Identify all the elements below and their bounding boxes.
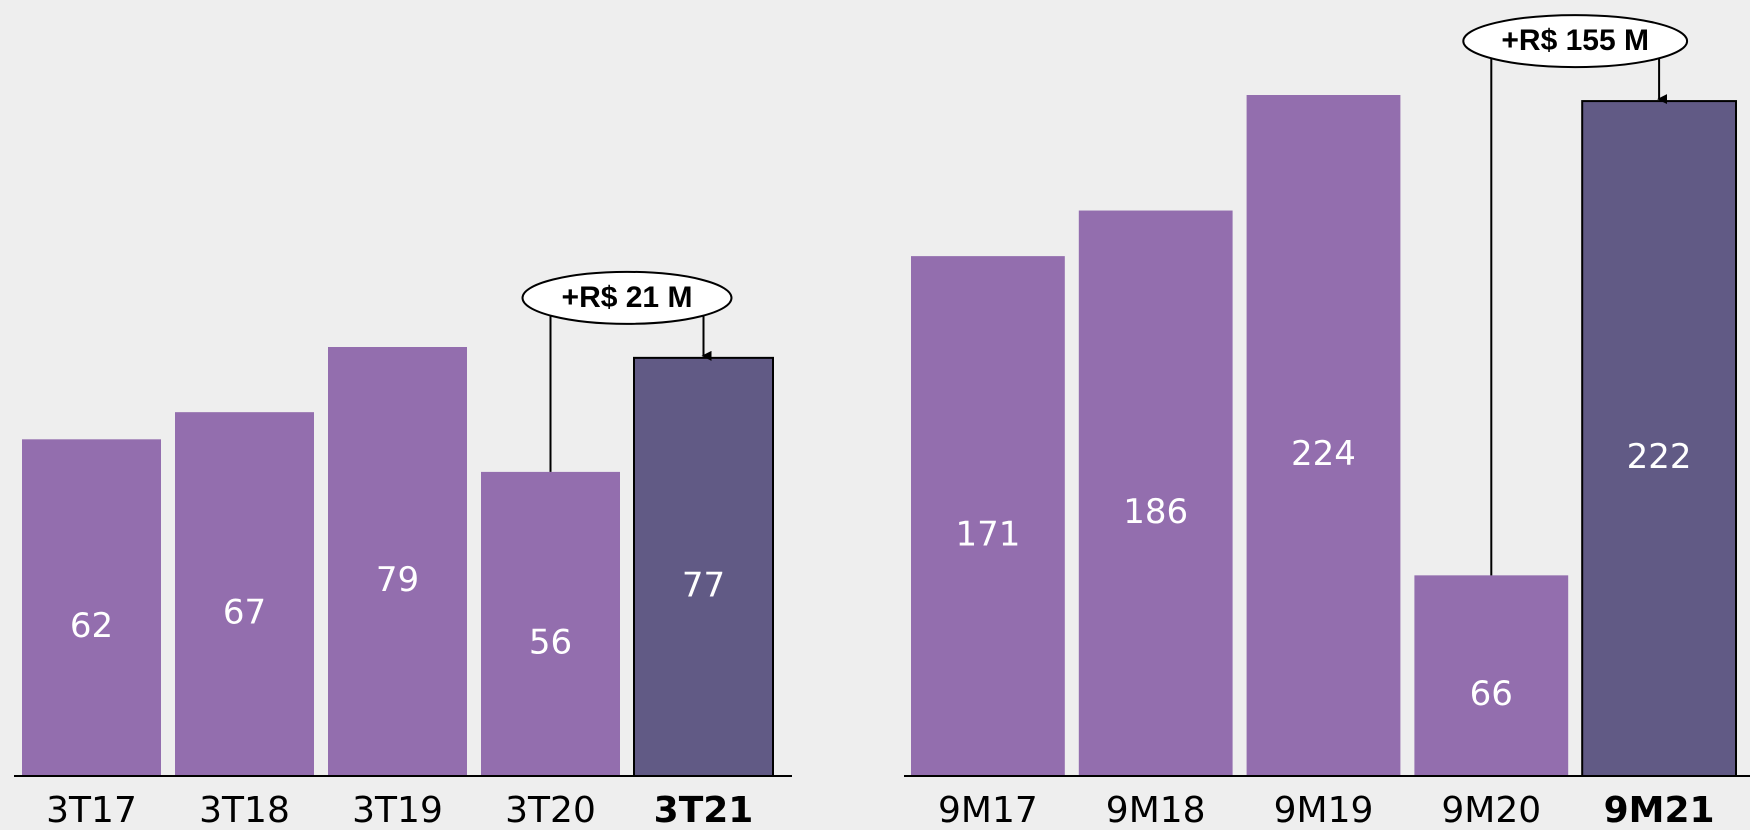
value-label: 171 — [955, 515, 1020, 555]
annotation-bubble — [521, 270, 733, 325]
x-tick-label: 3T19 — [352, 790, 443, 830]
value-label: 222 — [1627, 437, 1692, 477]
x-tick-label: 9M21 — [1604, 790, 1715, 830]
x-tick-label: 3T18 — [199, 790, 290, 830]
bar — [633, 356, 774, 777]
annotation-bubble — [1462, 14, 1689, 69]
annotation: +R$ 21 M — [562, 281, 693, 314]
value-label: 62 — [70, 606, 113, 646]
value-label: 224 — [1291, 434, 1356, 474]
bar — [911, 256, 1065, 776]
annotation: +R$ 155 M — [1501, 24, 1649, 57]
bar — [481, 471, 620, 776]
bar — [1246, 95, 1401, 776]
bar — [175, 412, 314, 776]
x-tick-label: 3T20 — [505, 790, 596, 830]
bar — [1078, 210, 1233, 776]
x-tick-label: 9M20 — [1441, 790, 1541, 830]
bar — [1414, 575, 1569, 776]
value-label: 56 — [529, 622, 572, 662]
value-label: 79 — [376, 560, 419, 600]
x-tick-label: 9M18 — [1106, 790, 1206, 830]
x-tick-label: 9M17 — [938, 790, 1038, 830]
value-label: 67 — [223, 593, 266, 633]
value-label: 66 — [1470, 674, 1513, 714]
x-tick-label: 3T17 — [46, 790, 137, 830]
bar — [1581, 100, 1737, 777]
value-label: 186 — [1123, 492, 1188, 532]
x-tick-label: 9M19 — [1274, 790, 1374, 830]
bar — [22, 439, 161, 776]
value-label: 77 — [682, 565, 725, 605]
bar — [328, 347, 467, 776]
x-tick-label: 3T21 — [654, 790, 754, 830]
